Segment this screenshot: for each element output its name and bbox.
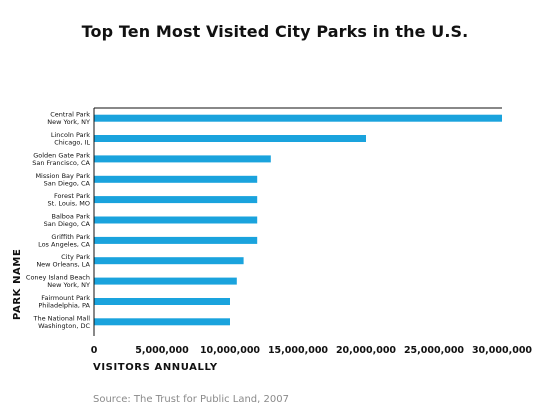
- category-label: City Park: [61, 253, 90, 261]
- category-label: Golden Gate Park: [33, 151, 90, 159]
- bar: [94, 196, 258, 204]
- bar: [94, 155, 271, 163]
- bar: [94, 175, 258, 183]
- bar: [94, 216, 258, 224]
- bars-group: [94, 114, 502, 326]
- category-label: Mission Bay Park: [35, 172, 90, 180]
- category-label: Forest Park: [54, 192, 90, 200]
- bar: [94, 236, 258, 244]
- category-sublabel: Washington, DC: [38, 322, 90, 330]
- bar: [94, 277, 237, 285]
- category-label: Fairmount Park: [41, 294, 90, 302]
- category-sublabel: Philadelphia, PA: [38, 302, 90, 310]
- x-tick-label: 30,000,000: [472, 345, 532, 356]
- x-tick-label: 25,000,000: [404, 345, 464, 356]
- category-sublabel: New York, NY: [47, 118, 90, 126]
- x-tick-label: 5,000,000: [135, 345, 189, 356]
- y-axis-title: PARK NAME: [12, 248, 23, 320]
- category-label: The National Mall: [32, 314, 90, 322]
- x-tick-label: 10,000,000: [200, 345, 260, 356]
- category-sublabel: Chicago, IL: [54, 139, 90, 147]
- x-tick-label: 15,000,000: [268, 345, 328, 356]
- chart-title: Top Ten Most Visited City Parks in the U…: [81, 22, 469, 41]
- bar: [94, 298, 230, 305]
- bar: [94, 257, 244, 265]
- category-sublabel: San Diego, CA: [44, 220, 91, 228]
- x-tick-label: 0: [91, 345, 98, 356]
- category-label: Lincoln Park: [51, 131, 90, 139]
- x-axis-title: VISITORS ANNUALLY: [93, 362, 218, 373]
- category-sublabel: New Orleans, LA: [36, 261, 90, 269]
- category-label: Coney Island Beach: [26, 274, 90, 282]
- x-axis: 0 5,000,000 10,000,000 15,000,000 20,000,000…: [91, 107, 532, 356]
- category-label: Griffith Park: [51, 233, 90, 241]
- source-note: Source: The Trust for Public Land, 2007: [93, 394, 289, 405]
- category-sublabel: Los Angeles, CA: [38, 240, 90, 248]
- category-sublabel: San Diego, CA: [44, 179, 91, 187]
- category-sublabel: New York, NY: [47, 281, 90, 289]
- category-sublabel: St. Louis, MO: [48, 200, 90, 208]
- bar: [94, 135, 366, 142]
- x-tick-label: 20,000,000: [336, 345, 396, 356]
- bar: [94, 114, 502, 122]
- category-sublabel: San Francisco, CA: [32, 159, 90, 167]
- category-label: Balboa Park: [52, 213, 91, 221]
- category-label: Central Park: [50, 111, 90, 119]
- bar: [94, 318, 230, 326]
